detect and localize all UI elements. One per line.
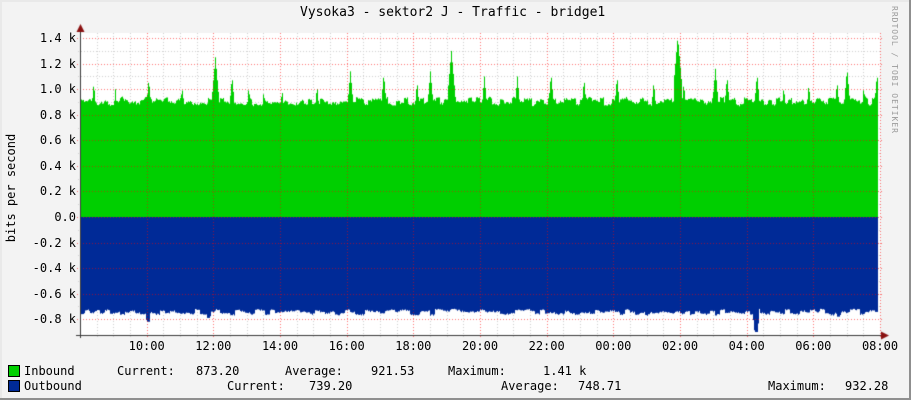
- outbound-label: Outbound: [24, 379, 82, 393]
- graph-title: Vysoka3 - sektor2 J - Traffic - bridge1: [300, 5, 606, 20]
- x-tick-label: 02:00: [661, 339, 699, 353]
- x-tick-label: 16:00: [328, 339, 365, 353]
- outbound-maximum-value: 932.28: [845, 379, 889, 393]
- inbound-current-value: 873.20: [196, 364, 240, 378]
- inbound-label: Inbound: [24, 364, 75, 378]
- x-tick-label: 18:00: [395, 339, 432, 353]
- outbound-current-value: 739.20: [309, 379, 353, 393]
- outbound-maximum-label: Maximum:: [768, 379, 826, 393]
- x-tick-label: 12:00: [195, 339, 232, 353]
- y-tick-label: -0.4 k: [32, 261, 76, 276]
- y-axis-title: bits per second: [4, 133, 18, 243]
- x-tick-label: 00:00: [595, 339, 632, 353]
- inbound-current-label: Current:: [117, 364, 175, 378]
- x-tick-label: 08:00: [861, 339, 899, 353]
- x-tick-label: 20:00: [461, 339, 499, 353]
- y-tick-label: 1.2 k: [39, 56, 76, 71]
- x-tick-label: 14:00: [261, 339, 299, 353]
- outbound-swatch: [8, 380, 20, 392]
- inbound-swatch: [8, 365, 20, 377]
- y-tick-label: 0.8 k: [39, 107, 76, 122]
- outbound-average-label: Average:: [501, 379, 559, 393]
- y-tick-label: -0.2 k: [32, 235, 76, 250]
- y-tick-label: 1.0 k: [39, 82, 76, 97]
- y-tick-label: 1.4 k: [39, 31, 76, 46]
- y-tick-label: 0.6 k: [39, 133, 76, 148]
- rrdtool-watermark: RRDTOOL / TOBI OETIKER: [890, 6, 899, 134]
- y-tick-label: -0.8 k: [32, 312, 76, 327]
- y-tick-label: -0.6 k: [32, 286, 76, 301]
- y-tick-label: 0.2 k: [39, 184, 76, 199]
- x-tick-label: 06:00: [795, 339, 832, 353]
- x-tick-label: 22:00: [528, 339, 565, 353]
- inbound-average-label: Average:: [285, 364, 343, 378]
- y-tick-label: 0.4 k: [39, 158, 76, 173]
- y-tick-label: 0.0: [54, 210, 76, 224]
- x-tick-label: 10:00: [128, 339, 165, 353]
- inbound-maximum-value: 1.41 k: [543, 364, 587, 378]
- inbound-average-value: 921.53: [371, 364, 415, 378]
- outbound-current-label: Current:: [227, 379, 285, 393]
- x-tick-label: 04:00: [728, 339, 765, 353]
- outbound-average-value: 748.71: [578, 379, 622, 393]
- inbound-maximum-label: Maximum:: [448, 364, 506, 378]
